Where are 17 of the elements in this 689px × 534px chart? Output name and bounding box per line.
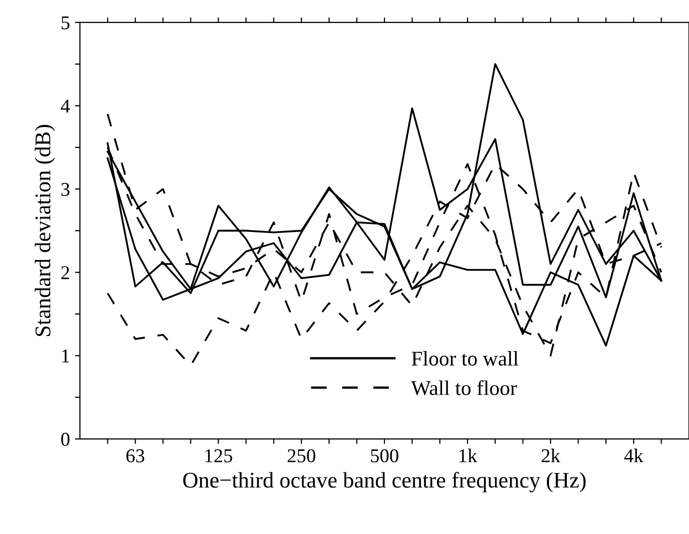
x-tick-label: 250 xyxy=(288,449,316,462)
x-axis-title: One−third octave band centre frequency (Hz) xyxy=(183,472,586,492)
x-tick-label: 125 xyxy=(205,449,232,462)
y-tick-label: 1 xyxy=(62,350,70,362)
x-tick-label: 1k xyxy=(460,448,478,462)
legend-label: Wall to floor xyxy=(411,380,517,396)
x-tick-label: 63 xyxy=(126,449,144,462)
y-tick-label: 2 xyxy=(61,266,70,280)
y-tick-label: 3 xyxy=(61,182,70,196)
y-tick-label: 5 xyxy=(62,16,70,30)
y-tick-label: 4 xyxy=(60,100,70,112)
y-axis-title: Standard deviation (dB) xyxy=(34,124,55,336)
x-tick-label: 500 xyxy=(371,449,398,462)
legend-label: Floor to wall xyxy=(412,351,518,366)
y-tick-label: 0 xyxy=(61,432,70,446)
x-tick-label: 4k xyxy=(624,448,644,462)
x-tick-label: 2k xyxy=(542,448,560,462)
